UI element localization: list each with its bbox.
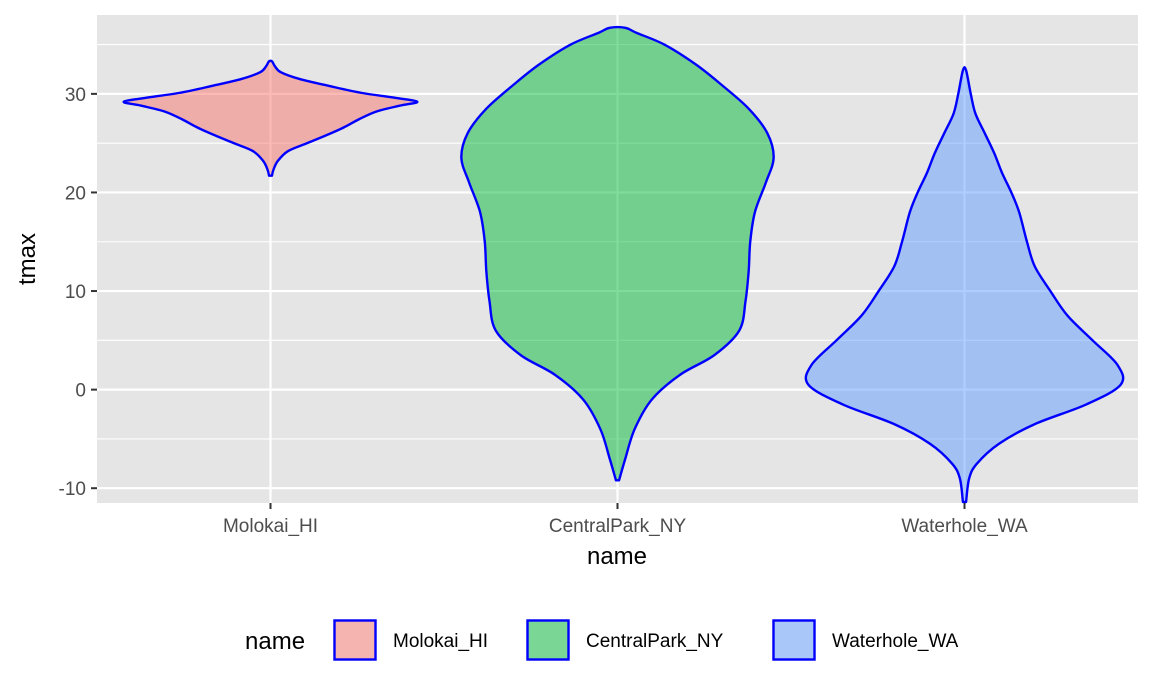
y-tick-label: 0 <box>75 381 86 402</box>
legend: name Molokai_HI CentralPark_NY Waterhole_W… <box>245 619 959 661</box>
y-axis-title: tmax <box>14 233 41 285</box>
legend-title: name <box>245 628 305 655</box>
legend-swatch-Waterhole_WA <box>772 619 816 661</box>
violin-Waterhole_WA <box>804 66 1125 504</box>
x-tick-label: CentralPark_NY <box>549 516 687 537</box>
legend-label: CentralPark_NY <box>586 631 724 652</box>
x-axis: Molokai_HI CentralPark_NY Waterhole_WA <box>223 503 1028 537</box>
violins <box>122 25 1125 504</box>
y-tick-label: 30 <box>65 85 86 106</box>
y-tick-label: 10 <box>65 282 86 303</box>
legend-swatch-Molokai_HI <box>333 619 377 661</box>
legend-swatch-CentralPark_NY <box>526 619 570 661</box>
violin-Molokai_HI <box>122 59 419 177</box>
y-tick-label: -10 <box>59 479 86 500</box>
legend-label: Waterhole_WA <box>832 631 959 652</box>
violin-CentralPark_NY <box>460 25 775 482</box>
y-axis: -10 0 10 20 30 <box>59 85 97 500</box>
legend-label: Molokai_HI <box>393 631 488 652</box>
x-tick-label: Waterhole_WA <box>901 516 1028 537</box>
x-axis-title: name <box>587 543 647 570</box>
y-tick-label: 20 <box>65 183 86 204</box>
x-tick-label: Molokai_HI <box>223 516 318 537</box>
